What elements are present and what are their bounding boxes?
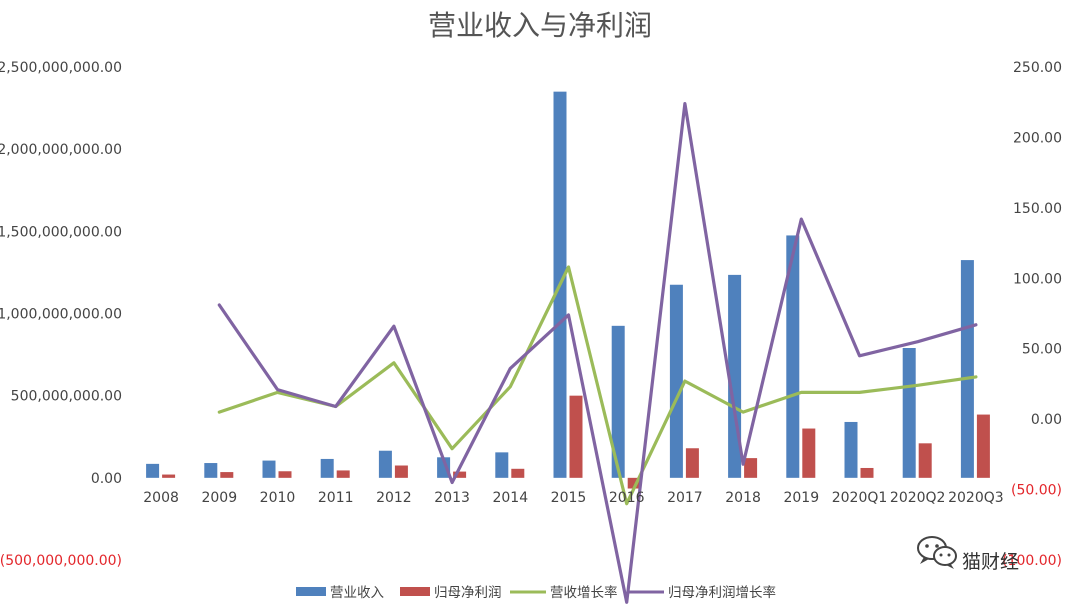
legend-label: 归母净利润增长率 [668, 584, 776, 601]
bar-revenue [204, 463, 218, 478]
y-tick-left: 0.00 [91, 471, 122, 487]
x-tick-label: 2019 [783, 490, 819, 506]
y-tick-right: 200.00 [1013, 130, 1062, 146]
y-tick-left: 2,000,000,000.00 [0, 142, 122, 158]
x-tick-label: 2017 [667, 490, 703, 506]
bar-net-profit [918, 443, 932, 478]
x-tick-label: 2010 [260, 490, 296, 506]
y-tick-right: 250.00 [1013, 60, 1062, 76]
y-tick-left: (500,000,000.00) [0, 553, 122, 569]
y-tick-left: 1,000,000,000.00 [0, 307, 122, 323]
bar-revenue [611, 325, 625, 478]
bar-net-profit [685, 448, 699, 478]
bar-revenue [146, 463, 160, 478]
bar-series [146, 91, 990, 489]
x-tick-label: 2009 [201, 490, 237, 506]
legend-label: 营业收入 [330, 585, 384, 601]
bar-net-profit [394, 465, 408, 478]
line-net-profit-growth [217, 101, 978, 604]
bar-net-profit [511, 468, 525, 478]
bar-revenue [786, 235, 800, 478]
bar-revenue [320, 458, 334, 478]
bar-net-profit [860, 467, 874, 478]
bar-net-profit [278, 471, 292, 478]
x-tick-label: 2015 [551, 490, 587, 506]
x-tick-label: 2011 [318, 490, 354, 506]
x-axis-ticks: 2008 2009 2010 2011 2012 2013 2014 2015 2016 2017… [143, 490, 1003, 506]
x-tick-label: 2012 [376, 490, 412, 506]
x-tick-label: 2020Q1 [832, 490, 888, 506]
bar-net-profit [802, 428, 816, 478]
x-tick-label: 2014 [492, 490, 528, 506]
bar-net-profit [336, 470, 350, 478]
x-tick-label: 2013 [434, 490, 470, 506]
y-tick-right: (100.00) [1002, 553, 1062, 569]
y-tick-right: 150.00 [1013, 201, 1062, 217]
legend-swatch [400, 587, 430, 596]
bar-revenue [378, 450, 392, 478]
bar-revenue [669, 284, 683, 478]
bar-net-profit [627, 477, 641, 489]
legend-label: 营收增长率 [550, 584, 618, 601]
bar-net-profit [976, 414, 990, 478]
wechat-icon [917, 536, 957, 569]
legend: 营业收入 归母净利润 营收增长率 归母净利润增长率 [296, 584, 776, 601]
bar-net-profit [569, 395, 583, 478]
y-tick-right: 0.00 [1031, 412, 1062, 428]
legend-swatch [296, 587, 326, 596]
line-series [217, 101, 978, 604]
watermark: 猫财经 [917, 536, 1019, 573]
right-axis-ticks: (100.00) (50.00) 0.00 50.00 100.00 150.00 200.… [1002, 60, 1062, 569]
bar-revenue [960, 260, 974, 478]
y-tick-left: 1,500,000,000.00 [0, 224, 122, 240]
legend-label: 归母净利润 [434, 584, 502, 601]
bar-revenue [495, 452, 509, 478]
x-tick-label: 2020Q3 [948, 490, 1004, 506]
y-tick-right: 100.00 [1013, 271, 1062, 287]
left-axis-ticks: (500,000,000.00) 0.00 500,000,000.00 1,000,… [0, 60, 122, 569]
bar-revenue [262, 460, 276, 478]
y-tick-right: 50.00 [1022, 342, 1062, 358]
x-tick-label: 2018 [725, 490, 761, 506]
bar-revenue [902, 348, 916, 478]
watermark-text: 猫财经 [962, 551, 1019, 573]
y-tick-left: 2,500,000,000.00 [0, 60, 122, 76]
bar-net-profit [744, 458, 758, 478]
bar-net-profit [453, 471, 467, 478]
bar-revenue [844, 421, 858, 478]
line-revenue-growth [217, 265, 978, 506]
chart-title: 营业收入与净利润 [428, 9, 652, 42]
bar-net-profit [162, 474, 176, 478]
y-tick-right: (50.00) [1011, 483, 1062, 499]
x-tick-label: 2016 [609, 490, 645, 506]
x-tick-label: 2020Q2 [890, 490, 946, 506]
y-tick-left: 500,000,000.00 [11, 389, 122, 405]
x-tick-label: 2008 [143, 490, 179, 506]
bar-net-profit [220, 472, 234, 478]
